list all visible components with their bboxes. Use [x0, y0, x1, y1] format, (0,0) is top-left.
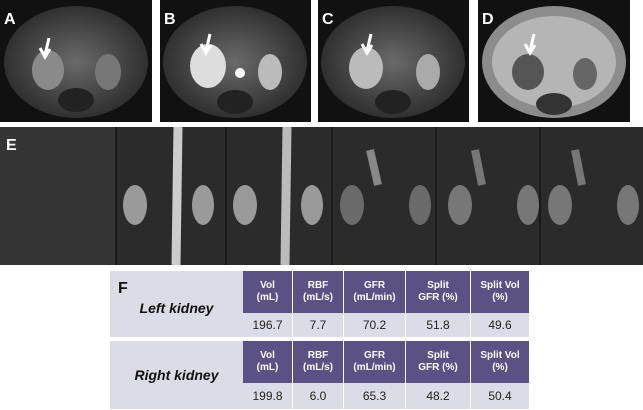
panel-d	[478, 0, 630, 122]
cell-value: 49.6	[471, 313, 530, 337]
header-line: GFR	[363, 350, 386, 361]
header-line: (mL/min)	[353, 362, 396, 373]
header-line: (mL/s)	[303, 362, 333, 373]
panel-c	[318, 0, 469, 122]
images: A B C D E	[0, 0, 643, 266]
header-line: (%)	[492, 362, 508, 373]
cell-value: 199.8	[243, 383, 293, 409]
header-line: RBF	[307, 280, 329, 291]
panel-label: B	[164, 11, 176, 28]
header-line: Vol	[260, 280, 275, 291]
column-header: Split GFR (%)	[406, 341, 471, 383]
panel-label: D	[482, 11, 494, 28]
header-line: GFR (%)	[418, 292, 458, 303]
cell-value: 51.8	[406, 313, 471, 337]
cell-value: 6.0	[293, 383, 344, 409]
header-line: Split Vol	[480, 350, 520, 361]
panel-b	[160, 0, 311, 122]
header-line: (mL)	[256, 292, 279, 303]
header-line: GFR	[363, 280, 386, 291]
cell-value: 196.7	[243, 313, 293, 337]
header-line: Split Vol	[480, 280, 520, 291]
panel-label: E	[6, 137, 17, 154]
header-line: Split	[427, 280, 449, 291]
column-header: Split Vol (%)	[471, 341, 530, 383]
panel-label: C	[322, 11, 334, 28]
header-line: GFR (%)	[418, 362, 458, 373]
column-header: Vol (mL)	[243, 341, 293, 383]
cell-value: 7.7	[293, 313, 344, 337]
cell-value: 50.4	[471, 383, 530, 409]
panel-label: F	[118, 280, 128, 297]
column-header: Vol (mL)	[243, 271, 293, 313]
header-line: (mL/min)	[353, 292, 396, 303]
row-label: Left kidney	[110, 271, 243, 337]
column-header: RBF (mL/s)	[293, 341, 344, 383]
cell-value: 48.2	[406, 383, 471, 409]
header-line: Split	[427, 350, 449, 361]
header-line: (%)	[492, 292, 508, 303]
column-header: Split Vol (%)	[471, 271, 530, 313]
cell-value: 70.2	[344, 313, 406, 337]
row-label: Right kidney	[110, 341, 243, 409]
column-header: GFR (mL/min)	[344, 271, 406, 313]
panel-a	[0, 0, 152, 122]
cell-value: 65.3	[344, 383, 406, 409]
panel-e	[0, 126, 643, 266]
column-header: RBF (mL/s)	[293, 271, 344, 313]
header-line: (mL/s)	[303, 292, 333, 303]
column-header: Split GFR (%)	[406, 271, 471, 313]
header-line: Vol	[260, 350, 275, 361]
column-header: GFR (mL/min)	[344, 341, 406, 383]
header-line: (mL)	[256, 362, 279, 373]
panel-label: A	[4, 11, 16, 28]
header-line: RBF	[307, 350, 329, 361]
